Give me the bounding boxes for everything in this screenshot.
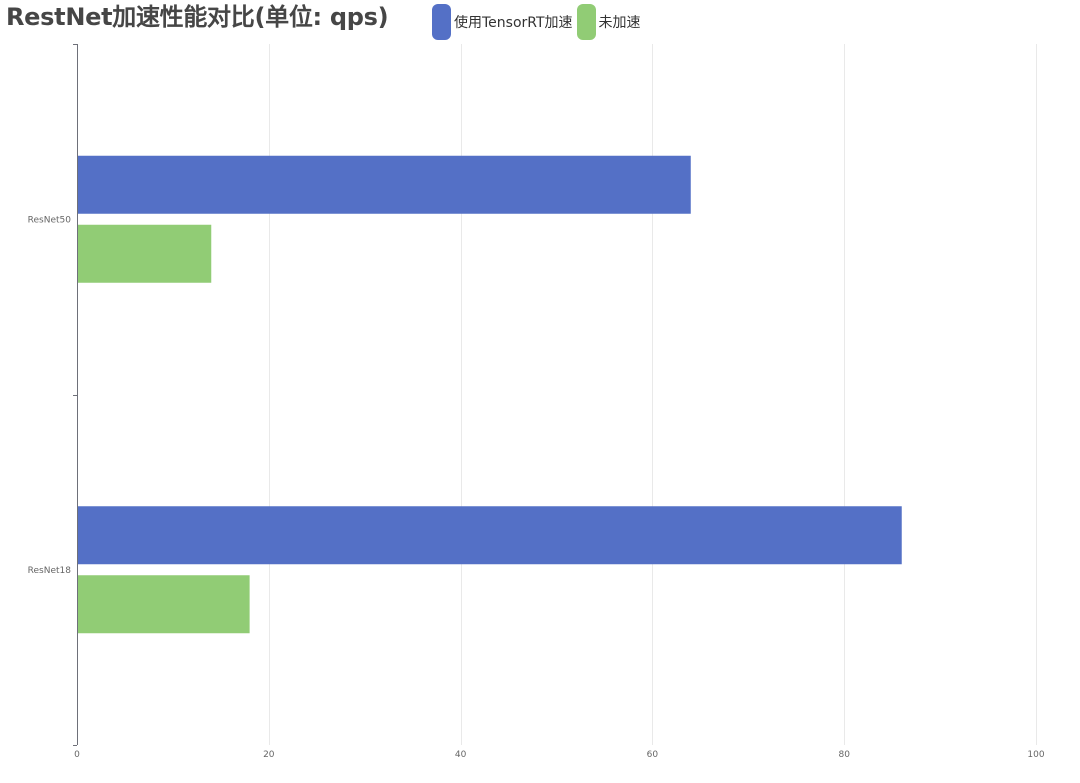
x-tick-label: 20: [263, 750, 275, 760]
x-tick-label: 40: [455, 750, 467, 760]
x-tick-label: 60: [647, 750, 659, 760]
x-tick-label: 100: [1027, 750, 1044, 760]
legend-label-no-accel: 未加速: [598, 15, 641, 31]
legend-item-tensorrt[interactable]: 使用TensorRT加速: [432, 4, 573, 40]
bar-no-accel-resnet18: [77, 575, 250, 634]
legend: 使用TensorRT加速 未加速: [432, 4, 645, 40]
chart-title: RestNet加速性能对比(单位: qps): [6, 3, 389, 31]
bar-no-accel-resnet50: [77, 224, 212, 283]
category-label-resnet18: ResNet18: [28, 566, 72, 576]
x-tick-label: 80: [838, 750, 850, 760]
bar-tensorrt-resnet50: [77, 155, 691, 214]
legend-label-tensorrt: 使用TensorRT加速: [454, 15, 573, 31]
bar-tensorrt-resnet18: [77, 506, 902, 565]
legend-swatch-tensorrt: [432, 4, 451, 40]
legend-item-no-accel[interactable]: 未加速: [576, 4, 641, 40]
category-label-resnet50: ResNet50: [28, 215, 72, 225]
legend-swatch-no-accel: [576, 4, 596, 40]
x-tick-label: 0: [74, 750, 80, 760]
